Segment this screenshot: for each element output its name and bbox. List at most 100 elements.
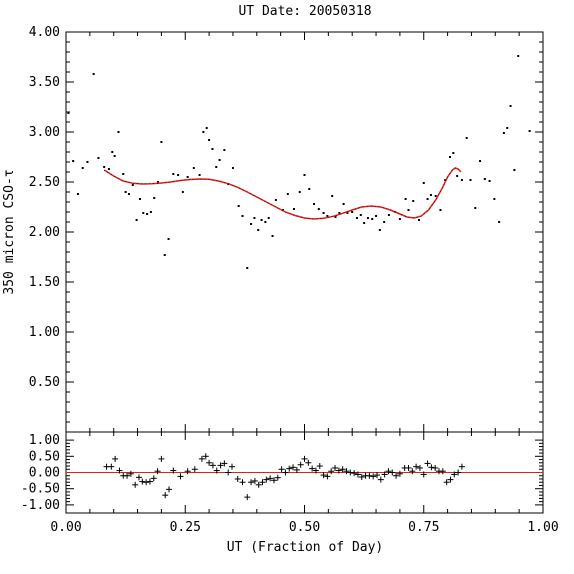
x-tick-label: 0.50 — [289, 520, 320, 535]
data-point — [146, 213, 149, 215]
x-tick-label: 0.75 — [408, 520, 439, 535]
data-point — [298, 191, 301, 193]
data-point — [351, 211, 354, 213]
data-point — [517, 55, 520, 57]
residual-point — [451, 471, 458, 478]
data-point — [404, 198, 407, 200]
data-point — [177, 174, 180, 176]
data-point — [192, 167, 195, 169]
data-point — [338, 212, 341, 214]
upper-y-tick-label: 1.50 — [29, 275, 60, 290]
residual-point — [154, 468, 161, 475]
residual-point — [108, 463, 115, 470]
residual-point — [409, 468, 416, 475]
residual-point — [447, 476, 454, 483]
residual-point — [255, 481, 262, 488]
lower-y-tick-label: 0.50 — [29, 449, 60, 464]
residual-point — [354, 471, 361, 478]
data-point — [167, 238, 170, 240]
data-point — [426, 198, 429, 200]
residual-point — [225, 469, 232, 476]
residual-point — [370, 473, 377, 480]
data-point — [86, 161, 89, 163]
residual-point — [389, 469, 396, 476]
residual-point — [312, 467, 319, 474]
residual-point — [332, 464, 339, 471]
lower-y-tick-label: -0.50 — [21, 482, 60, 497]
residual-point — [455, 469, 462, 476]
residual-point — [335, 467, 342, 474]
residual-point — [177, 473, 184, 480]
data-point — [241, 215, 244, 217]
data-point — [456, 175, 459, 177]
data-point — [117, 131, 120, 133]
x-tick-label: 1.00 — [527, 520, 558, 535]
data-point — [286, 193, 289, 195]
data-point — [493, 198, 496, 200]
data-point — [479, 160, 482, 162]
data-point — [465, 137, 468, 139]
data-point — [92, 73, 95, 75]
x-tick-label: 0.00 — [50, 520, 81, 535]
data-point — [355, 217, 358, 219]
upper-y-tick-label: 3.50 — [29, 75, 60, 90]
upper-y-tick-label: 1.00 — [29, 325, 60, 340]
data-point — [407, 209, 410, 211]
residual-point — [393, 472, 400, 479]
residual-point — [206, 459, 213, 466]
residual-point — [351, 470, 358, 477]
residual-point — [162, 492, 169, 499]
data-point — [371, 218, 374, 220]
data-point — [383, 221, 386, 223]
data-point — [346, 212, 349, 214]
data-point — [267, 217, 270, 219]
upper-y-tick-label: 2.50 — [29, 175, 60, 190]
residual-point — [112, 455, 119, 462]
residual-point — [132, 481, 139, 488]
data-point — [181, 191, 184, 193]
residual-point — [274, 474, 281, 481]
data-point — [97, 157, 100, 159]
data-point — [246, 267, 249, 269]
data-point — [250, 223, 253, 225]
data-point — [223, 149, 226, 151]
residual-point — [150, 475, 157, 482]
lower-y-tick-label: 0.00 — [29, 466, 60, 481]
residual-point — [127, 470, 134, 477]
residual-point — [259, 479, 266, 486]
data-point — [434, 195, 437, 197]
data-point — [460, 179, 463, 181]
residual-point — [405, 464, 412, 471]
residual-point — [328, 468, 335, 475]
data-point — [488, 180, 491, 182]
data-point — [513, 169, 516, 171]
data-point — [502, 132, 505, 134]
residual-point — [263, 476, 270, 483]
data-point — [331, 195, 334, 197]
upper-y-tick-label: 2.00 — [29, 225, 60, 240]
data-point — [205, 127, 208, 129]
residual-point — [139, 478, 146, 485]
data-point — [231, 167, 234, 169]
residual-point — [251, 477, 258, 484]
residual-point — [135, 474, 142, 481]
residual-point — [278, 466, 285, 473]
data-point — [208, 139, 211, 141]
residual-point — [282, 469, 289, 476]
data-point — [387, 214, 390, 216]
data-point — [444, 179, 447, 181]
residual-point — [221, 460, 228, 467]
y-axis-label: 350 micron CSO-τ — [2, 169, 17, 294]
data-point — [237, 205, 240, 207]
data-point — [439, 209, 442, 211]
data-point — [271, 235, 274, 237]
residual-point — [202, 453, 209, 460]
residual-point — [424, 460, 431, 467]
residual-point — [146, 478, 153, 485]
data-point — [363, 222, 366, 224]
lower-y-tick-label: 1.00 — [29, 433, 60, 448]
residual-point — [297, 461, 304, 468]
data-point — [322, 212, 325, 214]
residual-point — [413, 463, 420, 470]
